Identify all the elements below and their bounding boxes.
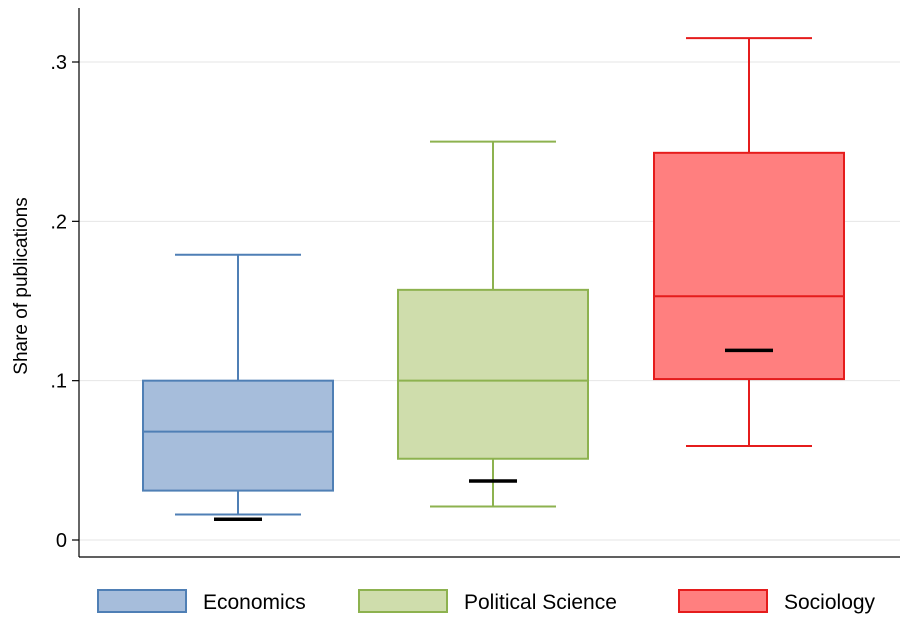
- axes: 0 .1 .2 .3: [50, 8, 900, 558]
- y-tick-label-2: .2: [50, 211, 67, 233]
- legend-item-economics: Economics: [97, 589, 306, 614]
- box-political-science: [397, 140, 589, 508]
- y-tick-label-1: .1: [50, 371, 67, 393]
- y-tick-label-0: 0: [56, 530, 67, 552]
- legend-label-political-science: Political Science: [464, 591, 617, 614]
- legend-label-economics: Economics: [203, 591, 306, 614]
- y-tick-label-3: .3: [50, 52, 67, 74]
- legend-swatch-economics: [97, 589, 187, 613]
- box-plot-series: [142, 37, 845, 522]
- legend-item-sociology: Sociology: [678, 589, 876, 614]
- iqr-box-economics: [142, 379, 334, 492]
- legend-swatch-political-science: [358, 589, 448, 613]
- legend-item-political-science: Political Science: [358, 589, 617, 614]
- box-sociology: [653, 37, 845, 447]
- iqr-box-political-science: [397, 288, 589, 460]
- y-axis-title: Share of publications: [11, 197, 32, 374]
- legend-swatch-sociology: [678, 589, 768, 613]
- legend: Economics Political Science Sociology: [97, 589, 876, 614]
- iqr-box-sociology: [653, 151, 845, 381]
- box-economics: [142, 253, 334, 522]
- legend-label-sociology: Sociology: [784, 591, 876, 614]
